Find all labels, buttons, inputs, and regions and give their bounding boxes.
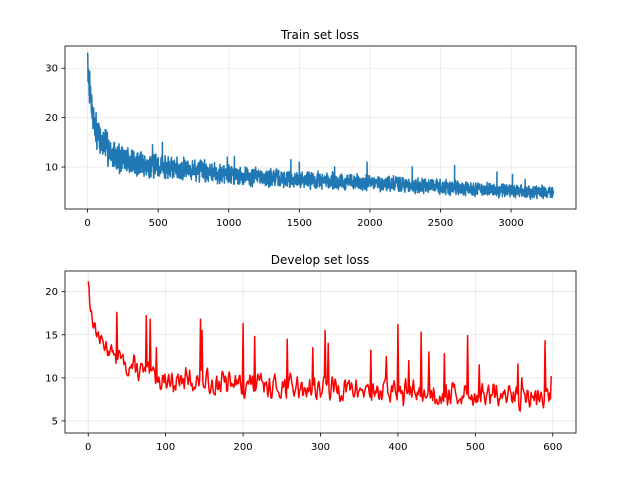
develop-y-tick-label: 5 <box>52 416 58 427</box>
develop-x-tick-label: 400 <box>388 442 407 453</box>
train-x-tick-label: 3000 <box>498 218 523 229</box>
develop-x-tick-label: 600 <box>543 442 562 453</box>
train-axes-frame <box>64 45 577 210</box>
train-y-tick-label: 10 <box>45 163 58 174</box>
develop-x-tick-label: 0 <box>85 442 91 453</box>
develop-x-tick-label: 200 <box>234 442 253 453</box>
train-x-tick-label: 1500 <box>287 218 312 229</box>
train-x-tick-label: 2500 <box>428 218 453 229</box>
develop-x-tick-label: 500 <box>466 442 485 453</box>
develop-y-tick-label: 15 <box>45 330 58 341</box>
develop-y-tick-label: 10 <box>45 373 58 384</box>
train-x-tick-label: 500 <box>149 218 168 229</box>
train-loss-chart: Train set loss 0 500 1000 1500 2000 2500 3000 1… <box>45 28 577 229</box>
develop-chart-title: Develop set loss <box>271 253 370 267</box>
train-chart-title: Train set loss <box>280 28 359 42</box>
develop-loss-chart: Develop set loss 0 100 200 300 400 500 600 5 10 1… <box>45 253 577 453</box>
develop-x-tick-label: 300 <box>311 442 330 453</box>
train-y-tick-label: 20 <box>45 113 58 124</box>
train-x-tick-label: 2000 <box>357 218 382 229</box>
train-x-tick-label: 0 <box>84 218 90 229</box>
train-x-tick-label: 1000 <box>216 218 241 229</box>
develop-x-tick-label: 100 <box>156 442 175 453</box>
develop-y-tick-label: 20 <box>45 287 58 298</box>
train-y-tick-label: 30 <box>45 64 58 75</box>
develop-loss-line <box>87 281 552 412</box>
train-loss-line <box>86 52 555 201</box>
